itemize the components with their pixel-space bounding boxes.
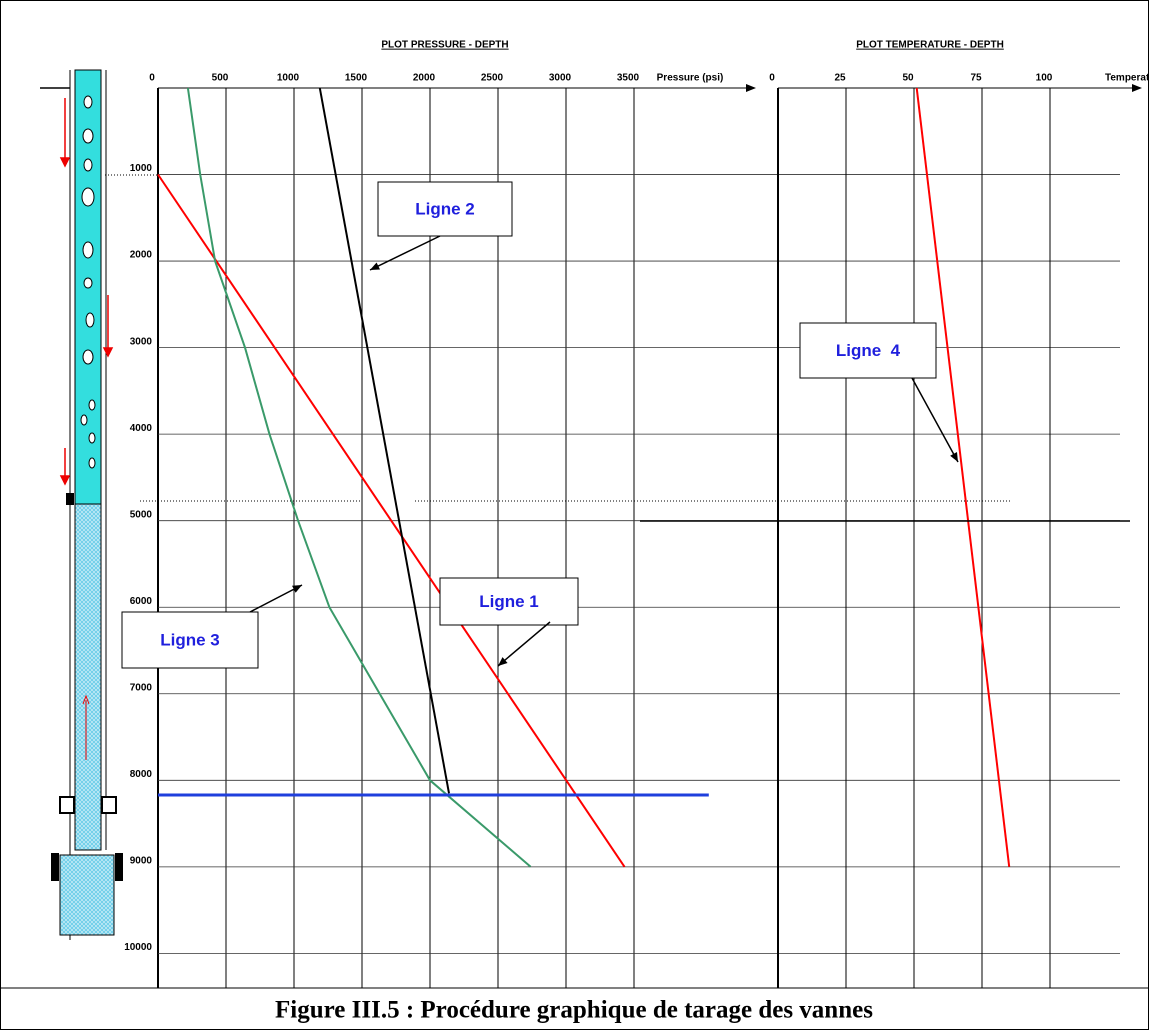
y-tick-label: 3000 [130, 336, 153, 347]
x-tick-label: 0 [769, 73, 775, 84]
data-line [915, 87, 1011, 867]
data-line [186, 87, 532, 868]
y-tick-label: 4000 [130, 423, 153, 434]
y-tick-label: 8000 [130, 769, 153, 780]
x-tick-label: 3500 [617, 73, 640, 84]
annotation-label: Ligne 4 [836, 341, 901, 360]
annotation-label: Ligne 2 [415, 199, 475, 218]
annotation-arrowhead [370, 262, 380, 270]
annotation-arrow [911, 377, 959, 463]
y-tick-label: 2000 [130, 250, 153, 261]
annotation-arrowhead [498, 657, 508, 666]
annotation-label: Ligne 3 [160, 630, 220, 649]
y-tick-label: 1000 [130, 163, 153, 174]
annotation-box [799, 322, 937, 379]
x-tick-label: 2000 [413, 73, 436, 84]
data-line [157, 173, 626, 868]
y-tick-label: 7000 [130, 682, 153, 693]
x-axis-arrow [746, 84, 756, 92]
y-tick-label: 6000 [130, 596, 153, 607]
caption: Figure III.5 : Procédure graphique de ta… [275, 997, 873, 1024]
y-tick-label: 5000 [130, 509, 153, 520]
annotation-arrowhead [292, 585, 302, 593]
x-axis-label: Temperature °C [1105, 73, 1149, 84]
annotation-arrowhead [950, 452, 958, 462]
x-tick-label: 25 [834, 73, 846, 84]
x-tick-label: 1000 [277, 73, 300, 84]
y-tick-label: 10000 [124, 942, 152, 953]
annotation-arrow [497, 621, 551, 667]
x-tick-label: 1500 [345, 73, 368, 84]
annotation-box [377, 181, 513, 237]
annotation-arrow [249, 584, 303, 613]
x-tick-label: 3000 [549, 73, 572, 84]
x-tick-label: 75 [970, 73, 982, 84]
chart-title: PLOT TEMPERATURE - DEPTH [856, 40, 1004, 51]
annotation-label: Ligne 1 [479, 592, 539, 611]
y-tick-label: 9000 [130, 855, 153, 866]
wellbore [40, 69, 123, 940]
x-tick-label: 2500 [481, 73, 504, 84]
x-tick-label: 500 [212, 73, 229, 84]
annotation-arrow [369, 235, 441, 271]
chart-title: PLOT PRESSURE - DEPTH [381, 40, 508, 51]
annotation-box [121, 611, 259, 669]
annotation-box [439, 577, 579, 626]
x-axis-arrow [1132, 84, 1142, 92]
x-axis-label: Pressure (psi) [657, 73, 724, 84]
x-tick-label: 100 [1036, 73, 1053, 84]
data-line [318, 87, 450, 794]
x-tick-label: 0 [149, 73, 155, 84]
x-tick-label: 50 [902, 73, 914, 84]
